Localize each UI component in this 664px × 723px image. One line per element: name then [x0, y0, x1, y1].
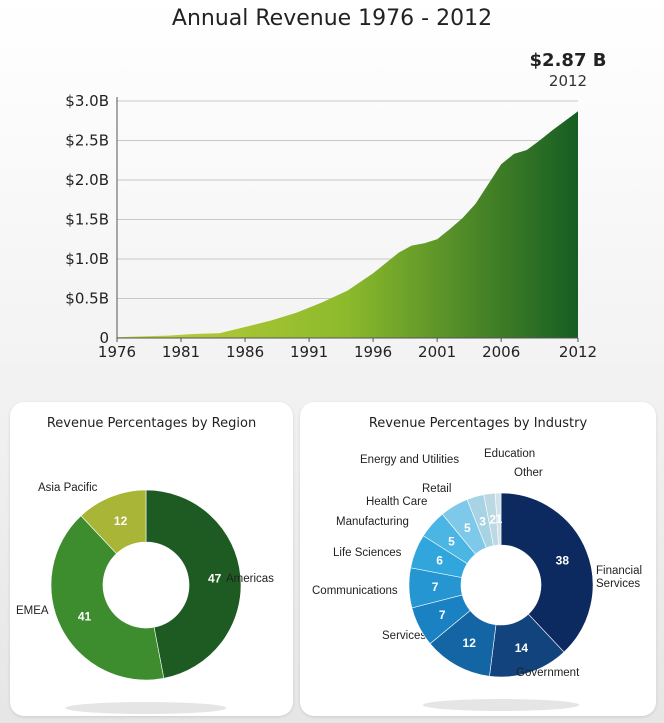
- x-tick-label: 2012: [559, 343, 597, 361]
- slice-label-retail: Retail: [422, 483, 451, 495]
- slice-emea: [50, 515, 165, 681]
- slice-value-services: 12: [463, 636, 477, 650]
- slice-label-energy-and-utilities: Energy and Utilities: [360, 454, 459, 466]
- slice-label-government: Government: [516, 667, 580, 679]
- slice-label-communications: Communications: [312, 585, 398, 597]
- industry-donut-chart: 38FinancialServices14Government12Service…: [312, 448, 642, 711]
- slice-label-emea: EMEA: [16, 605, 49, 617]
- y-tick-label: $0.5B: [65, 290, 109, 308]
- revenue-area-chart: 0 $0.5B $1.0B $1.5B $2.0B $2.5B $3.0B 1976 1981 1…: [65, 50, 607, 361]
- slice-value-communications: 7: [439, 608, 446, 622]
- slice-value-energy-and-utilities: 3: [479, 515, 486, 529]
- slice-label-education: Education: [484, 448, 535, 460]
- slice-value-government: 14: [515, 641, 529, 655]
- callout-value: $2.87 B: [530, 50, 607, 71]
- y-tick-label: $2.5B: [65, 132, 109, 150]
- industry-card: Revenue Percentages by Industry 38 Financ…: [300, 402, 656, 716]
- slice-label-services: Services: [382, 630, 426, 642]
- slice-label-asia-pacific: Asia Pacific: [38, 482, 98, 494]
- slice-americas: [145, 489, 242, 679]
- x-tick-label: 1976: [98, 343, 136, 361]
- slice-asia-pacific: [80, 489, 147, 555]
- region-card: Revenue Percentages by Region 47 Americas…: [10, 402, 293, 716]
- y-tick-label: $1.5B: [65, 211, 109, 229]
- slice-value-life-sciences: 7: [432, 580, 439, 594]
- x-tick-label: 2006: [482, 343, 520, 361]
- industry-chart-title: Revenue Percentages by Industry: [368, 416, 588, 431]
- slice-value-retail: 5: [464, 521, 471, 535]
- slice-value-manufacturing: 6: [436, 554, 443, 568]
- slice-label-financial-services: Services: [596, 578, 640, 590]
- x-tick-label: 1986: [226, 343, 264, 361]
- region-donut-chart: 47 Americas 41 EMEA 12 Asia Pacific: [16, 482, 274, 714]
- slice-label-financial-services: Financial: [596, 565, 642, 577]
- slice-value-financial-services: 38: [556, 554, 570, 568]
- revenue-area: [117, 111, 578, 339]
- region-chart-title: Revenue Percentages by Region: [46, 416, 257, 431]
- y-tick-label: $3.0B: [65, 92, 109, 110]
- slice-value-health-care: 5: [448, 534, 455, 548]
- donut-shadow: [65, 702, 227, 714]
- y-tick-label: $1.0B: [65, 250, 109, 268]
- donut-shadow: [422, 699, 580, 711]
- slice-financial-services: [500, 492, 594, 653]
- slice-value-americas: 47: [208, 572, 222, 586]
- callout-year: 2012: [549, 72, 587, 90]
- slice-label-other: Other: [514, 467, 543, 479]
- slice-value-other: 1: [496, 512, 503, 526]
- slice-other: [494, 492, 502, 546]
- y-tick-label: 0: [99, 329, 109, 347]
- x-tick-label: 1981: [162, 343, 200, 361]
- slice-value-emea: 41: [78, 609, 92, 623]
- slice-value-asia-pacific: 12: [114, 514, 128, 528]
- x-tick-label: 2001: [418, 343, 456, 361]
- slice-label-americas: Americas: [226, 573, 274, 585]
- y-tick-label: $2.0B: [65, 171, 109, 189]
- slice-value-education: 2: [489, 513, 496, 527]
- slice-label-manufacturing: Manufacturing: [336, 516, 409, 528]
- chart-title: Annual Revenue 1976 - 2012: [171, 6, 493, 31]
- x-tick-label: 1996: [354, 343, 392, 361]
- slice-label-health-care: Health Care: [366, 496, 427, 508]
- slice-label-life-sciences: Life Sciences: [333, 547, 402, 559]
- x-tick-label: 1991: [290, 343, 328, 361]
